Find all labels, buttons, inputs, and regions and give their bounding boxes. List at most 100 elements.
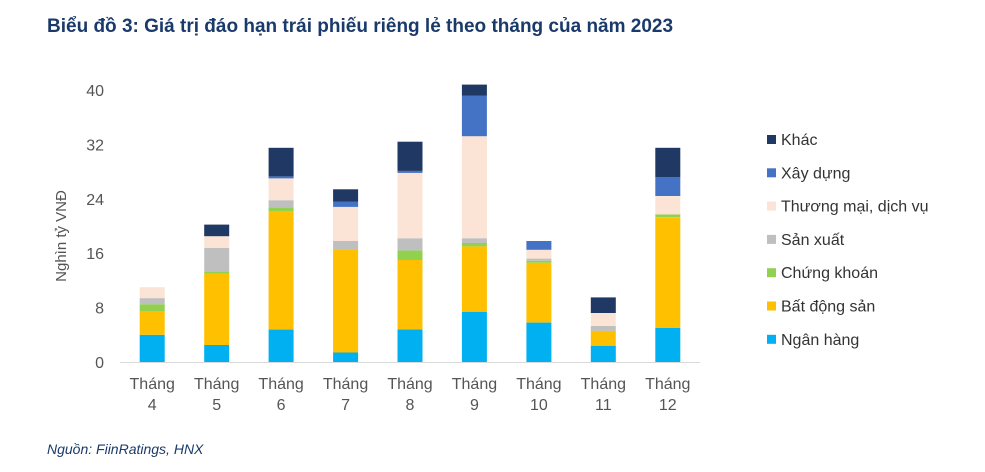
bar-segment-4-7	[333, 189, 359, 202]
legend-item: Khác	[767, 132, 817, 149]
bar-segment-6-1	[461, 311, 487, 362]
x-tick-label: Tháng 4	[130, 376, 175, 414]
legend-label: Bất động sản	[781, 299, 875, 316]
bar-segment-3-1	[268, 329, 294, 362]
bar-segment-9-3	[655, 214, 681, 218]
bar-segment-2-5	[204, 236, 230, 248]
legend-item: Thương mại, dịch vụ	[767, 199, 928, 216]
legend-label: Ngân hàng	[781, 332, 859, 349]
bar-segment-9-5	[655, 196, 681, 215]
bar-segment-6-5	[461, 136, 487, 239]
x-tick-label: Tháng 10	[516, 376, 561, 414]
y-tick-labels: 0 8 16 24 32 40	[86, 83, 104, 372]
bars-group	[139, 84, 681, 362]
bar-segment-3-5	[268, 178, 294, 201]
legend-item: Xây dựng	[767, 165, 850, 182]
legend-label: Thương mại, dịch vụ	[781, 199, 928, 216]
bar-segment-2-1	[204, 345, 230, 362]
bar-segment-3-4	[268, 200, 294, 208]
legend-item: Sản xuất	[767, 232, 845, 249]
x-tick-label: Tháng 7	[323, 376, 368, 414]
bar-segment-3-6	[268, 176, 294, 179]
legend-swatch	[767, 334, 776, 344]
bar-segment-7-1	[526, 322, 552, 362]
legend-swatch	[767, 135, 776, 144]
bar-segment-5-7	[397, 141, 423, 171]
legend-swatch	[767, 268, 776, 278]
bar-segment-7-3	[526, 260, 552, 263]
bar-segment-3-7	[268, 147, 294, 177]
x-tick-label: Tháng 6	[258, 376, 303, 414]
bar-segment-4-2	[333, 249, 359, 353]
bar-segment-5-2	[397, 260, 423, 330]
x-tick-label: Tháng 12	[645, 376, 690, 414]
x-tick-label: Tháng 9	[452, 376, 497, 414]
y-axis-title-group: Nghìn tỷ VNĐ	[53, 190, 70, 282]
chart-title: Biểu đồ 3: Giá trị đáo hạn trái phiếu ri…	[47, 16, 674, 37]
legend-swatch	[767, 201, 776, 211]
bar-segment-1-1	[139, 334, 165, 362]
bar-segment-8-2	[590, 330, 616, 346]
bar-segment-5-6	[397, 170, 423, 173]
bar-segment-9-2	[655, 217, 681, 328]
y-tick-label: 40	[86, 83, 104, 100]
bar-segment-2-7	[204, 224, 230, 237]
bar-segment-8-7	[590, 297, 616, 313]
bar-segment-6-2	[461, 246, 487, 312]
bar-segment-3-2	[268, 211, 294, 330]
x-tick-label: Tháng 11	[581, 376, 626, 414]
bar-segment-1-2	[139, 311, 165, 335]
bar-segment-4-4	[333, 241, 359, 250]
x-tick-label: Tháng 5	[194, 376, 239, 414]
x-tick-label: Tháng 8	[387, 376, 432, 414]
bar-segment-6-4	[461, 238, 487, 243]
legend-item: Chứng khoán	[767, 265, 878, 282]
legend-swatch	[767, 234, 776, 244]
legend-label: Chứng khoán	[781, 265, 878, 282]
legend-label: Sản xuất	[781, 232, 845, 249]
source-note: Nguồn: FiinRatings, HNX	[47, 441, 204, 457]
bar-segment-9-6	[655, 177, 681, 196]
legend-item: Ngân hàng	[767, 332, 859, 349]
bar-segment-7-4	[526, 258, 552, 261]
bar-segment-6-7	[461, 84, 487, 96]
bar-segment-7-5	[526, 249, 552, 259]
bar-segment-9-7	[655, 147, 681, 177]
bar-segment-6-3	[461, 243, 487, 247]
bar-segment-9-1	[655, 328, 681, 362]
bar-segment-7-2	[526, 262, 552, 323]
bar-segment-4-5	[333, 207, 359, 241]
bar-segment-5-3	[397, 250, 423, 260]
y-tick-label: 16	[86, 246, 104, 263]
legend-item: Bất động sản	[767, 299, 875, 316]
bar-segment-6-6	[461, 95, 487, 137]
legend-label: Khác	[781, 132, 817, 149]
y-tick-label: 0	[95, 355, 104, 372]
bar-segment-5-4	[397, 238, 423, 251]
bar-segment-1-4	[139, 298, 165, 305]
bar-segment-8-4	[590, 326, 616, 331]
legend-swatch	[767, 168, 776, 178]
bar-segment-1-5	[139, 287, 165, 299]
y-tick-label: 8	[95, 301, 104, 318]
bar-segment-4-1	[333, 352, 359, 362]
y-tick-label: 24	[86, 192, 104, 209]
y-axis-title: Nghìn tỷ VNĐ	[53, 190, 70, 282]
bar-segment-8-5	[590, 313, 616, 326]
bar-segment-5-5	[397, 173, 423, 239]
bar-segment-2-4	[204, 247, 230, 272]
legend-swatch	[767, 301, 776, 311]
bar-segment-7-6	[526, 241, 552, 250]
bar-segment-2-3	[204, 271, 230, 274]
x-tick-labels: Tháng 4 Tháng 5 Tháng 6 Tháng 7 Tháng 8 Tháng 9 Thán…	[130, 376, 691, 414]
legend: Khác Xây dựng Thương mại, dịch vụ Sản xuất C…	[767, 132, 928, 349]
bar-segment-8-1	[590, 345, 616, 362]
y-tick-label: 32	[86, 137, 104, 154]
bar-segment-3-3	[268, 207, 294, 211]
legend-label: Xây dựng	[781, 165, 850, 182]
bar-segment-1-3	[139, 304, 165, 311]
bar-segment-4-6	[333, 201, 359, 207]
bar-segment-2-2	[204, 273, 230, 345]
bar-segment-5-1	[397, 329, 423, 362]
